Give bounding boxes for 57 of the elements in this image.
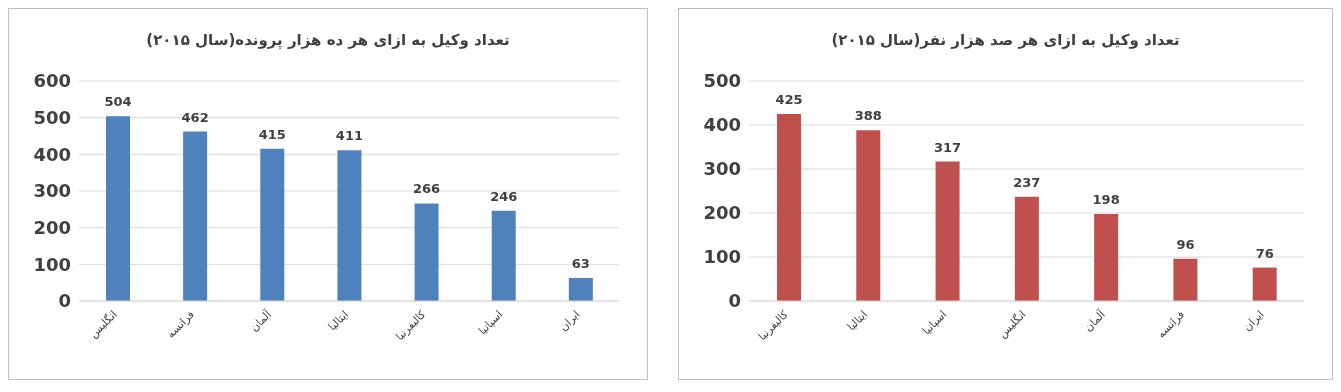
bar bbox=[183, 131, 208, 301]
data-label: 266 bbox=[413, 181, 441, 197]
data-label: 411 bbox=[335, 128, 363, 144]
bar bbox=[260, 148, 285, 301]
bar bbox=[935, 161, 960, 301]
x-tick-label: ایتالیا bbox=[325, 307, 352, 334]
data-label: 462 bbox=[181, 109, 209, 125]
x-tick-label: انگلیس bbox=[995, 307, 1029, 341]
bar bbox=[777, 114, 801, 301]
bar bbox=[491, 210, 516, 301]
data-label: 96 bbox=[1176, 236, 1195, 252]
data-label: 388 bbox=[854, 108, 882, 124]
y-tick-label: 0 bbox=[728, 290, 741, 312]
y-tick-label: 0 bbox=[58, 290, 71, 312]
y-tick-label: 100 bbox=[703, 246, 741, 268]
x-tick-label: آلمان bbox=[246, 306, 275, 335]
x-tick-label: ایتالیا bbox=[844, 307, 871, 334]
y-tick-label: 500 bbox=[33, 107, 71, 129]
y-tick-label: 200 bbox=[703, 202, 741, 224]
chart-title: تعداد وکیل به ازای هر ده هزار پرونده(سال ۲۰۱۵) bbox=[145, 31, 511, 51]
bar bbox=[337, 150, 362, 301]
data-label: 246 bbox=[490, 188, 518, 204]
x-tick-label: فرانسه bbox=[1154, 307, 1188, 341]
data-label: 63 bbox=[571, 255, 590, 271]
bar bbox=[106, 116, 130, 301]
x-tick-label: اسپانیا bbox=[919, 307, 950, 338]
data-label: 415 bbox=[258, 126, 286, 142]
bar bbox=[1173, 258, 1198, 301]
y-tick-label: 600 bbox=[33, 70, 71, 92]
bar bbox=[568, 277, 593, 301]
x-tick-label: کالیفرنیا bbox=[755, 307, 792, 344]
data-label: 504 bbox=[104, 94, 132, 110]
bar bbox=[856, 130, 881, 301]
y-tick-label: 300 bbox=[703, 158, 741, 180]
data-label: 317 bbox=[934, 139, 962, 155]
x-tick-label: انگلیس bbox=[87, 307, 120, 341]
bar bbox=[1252, 267, 1277, 301]
y-tick-label: 100 bbox=[33, 253, 71, 275]
data-label: 237 bbox=[1013, 174, 1041, 190]
data-label: 76 bbox=[1255, 245, 1274, 261]
x-tick-label: فرانسه bbox=[164, 307, 197, 341]
y-tick-label: 400 bbox=[703, 114, 741, 136]
y-tick-label: 300 bbox=[33, 180, 71, 202]
x-tick-label: اسپانیا bbox=[475, 307, 506, 338]
data-label: 198 bbox=[1092, 191, 1120, 207]
y-tick-label: 500 bbox=[703, 70, 741, 92]
bar bbox=[414, 203, 439, 301]
x-tick-label: کالیفرنیا bbox=[393, 307, 429, 344]
x-tick-label: ایران bbox=[556, 307, 583, 334]
x-tick-label: آلمان bbox=[1080, 306, 1109, 335]
data-label: 425 bbox=[775, 92, 803, 107]
x-tick-label: ایران bbox=[1240, 307, 1267, 334]
y-tick-label: 200 bbox=[33, 217, 71, 239]
bar bbox=[1014, 196, 1039, 301]
y-tick-label: 400 bbox=[33, 143, 71, 165]
bar bbox=[1094, 213, 1119, 301]
chart-title: تعداد وکیل به ازای هر صد هزار نفر(سال ۲۰۱۵) bbox=[830, 31, 1181, 51]
